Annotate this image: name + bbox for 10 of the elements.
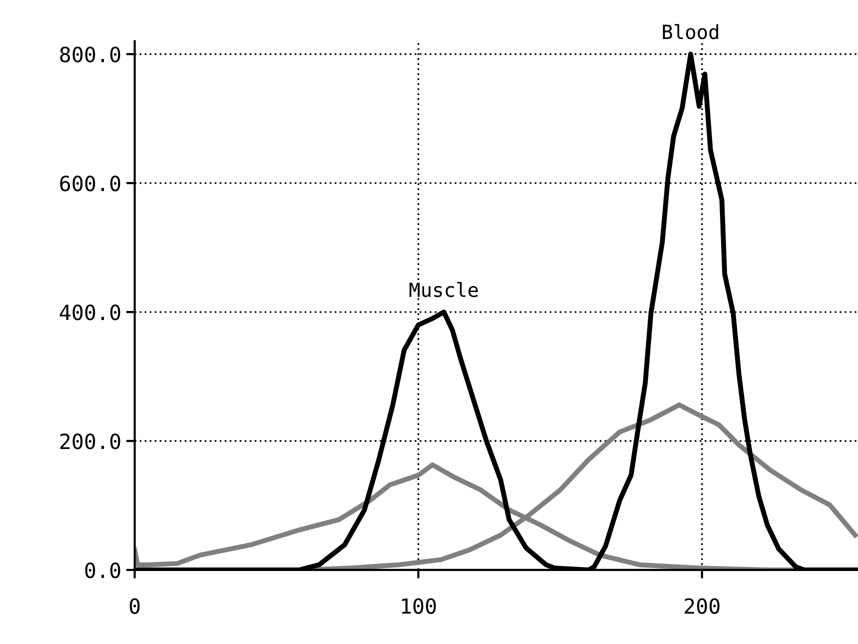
y-tick-label: 800.0 bbox=[60, 46, 120, 62]
y-tick-label: 200.0 bbox=[60, 433, 120, 450]
x-tick-label: 0 bbox=[130, 598, 140, 614]
x-tick-label: 200 bbox=[684, 598, 720, 614]
annotation: Muscle bbox=[410, 282, 478, 298]
y-tick-label: 600.0 bbox=[60, 176, 120, 192]
y-tick-label: 0.0 bbox=[85, 562, 120, 578]
annotation: Blood bbox=[662, 24, 718, 40]
x-tick-label: 100 bbox=[402, 598, 436, 614]
y-tick-label: 400.0 bbox=[60, 304, 120, 320]
